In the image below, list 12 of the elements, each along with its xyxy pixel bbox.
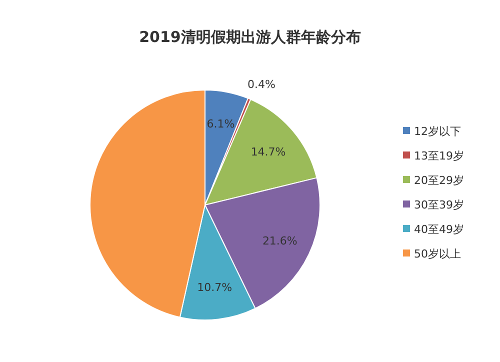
legend-label: 40至49岁: [414, 223, 464, 236]
data-label: 10.7%: [197, 281, 232, 294]
legend-label: 30至39岁: [414, 198, 464, 212]
legend-label: 50岁以上: [414, 248, 461, 260]
data-label: 0.4%: [248, 78, 276, 92]
legend-label: 13至19岁: [414, 150, 464, 162]
data-label: 21.6%: [262, 234, 298, 248]
data-label: 14.7%: [250, 146, 286, 159]
chart-title: 2019清明假期出游人群年龄分布: [139, 28, 361, 46]
legend-label: 20至29岁: [414, 174, 464, 187]
legend-label: 12岁以下: [414, 125, 461, 138]
data-label: 6.1%: [206, 118, 235, 131]
